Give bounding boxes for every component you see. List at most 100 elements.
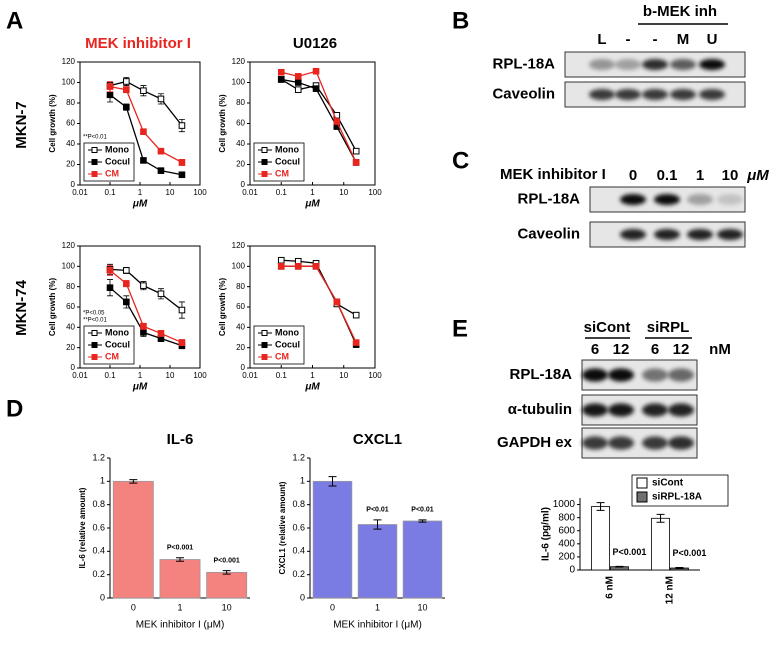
legend-marker [261,147,268,153]
marker [294,79,302,86]
lane-label: 6 [591,341,599,358]
x-tick-label: 1 [310,188,315,197]
row-label: MKN-7 [13,101,30,149]
marker [333,298,341,306]
blot-row-label: RPL-18A [509,366,572,383]
band [687,229,713,240]
y-tick-label: 60 [236,119,245,128]
band [589,89,615,100]
y-tick-label: 100 [232,261,246,270]
y-tick-label: 40 [236,322,245,331]
x-tick-label: 0.1 [104,188,116,197]
chart-title: CXCL1 [353,431,402,448]
y-tick-label: 0 [300,592,305,602]
marker [140,87,147,95]
error-bar [373,519,382,530]
y-tick-label: 400 [558,538,575,549]
y-tick-label: 600 [558,525,575,536]
y-axis-label: Cell growth (%) [218,278,227,337]
marker [106,91,114,99]
bar [159,559,201,599]
lane-label: 0 [629,167,637,184]
band [717,229,743,240]
band [668,368,694,382]
y-tick-label: 120 [232,241,246,250]
error-bar [328,476,337,487]
marker [157,330,165,337]
y-tick-label: 120 [62,57,76,66]
band [670,59,696,70]
bar [402,520,443,599]
x-tick-label: 6 nM [605,576,616,599]
lane-label: U [707,31,718,48]
y-tick-label: 20 [66,343,75,352]
y-tick-label: 1.2 [292,452,305,462]
y-tick-label: 1000 [553,499,576,510]
y-axis-label: IL-6 (pg/ml) [541,507,552,561]
blot-header: b-MEK inh [643,3,717,20]
x-tick-label: 10 [417,602,427,612]
x-axis-label: μM [132,382,148,393]
y-tick-label: 20 [66,160,75,169]
y-tick-label: 100 [62,261,76,270]
legend-label: CM [275,168,289,178]
blot-row-label: α-tubulin [508,401,572,418]
marker [140,282,147,289]
error-bar [615,565,624,568]
y-tick-label: 40 [66,139,75,148]
y-tick-label: 0.8 [92,499,105,509]
legend-label: Mono [275,327,299,337]
marker [312,263,320,270]
legend-label: Cocul [275,156,300,166]
y-tick-label: 0.2 [292,569,305,579]
band [620,194,646,205]
legend-marker [91,159,98,165]
lane-label: 12 [673,341,690,358]
y-axis-label: IL-6 (relative amount) [78,487,87,568]
marker [140,323,147,330]
y-tick-label: 60 [66,302,75,311]
chart-title: IL-6 [167,431,194,448]
x-tick-label: 0 [131,602,136,612]
x-tick-label: 10 [339,188,348,197]
band [642,59,668,70]
marker [178,306,186,314]
panel-label: A [6,7,23,34]
x-axis-label: MEK inhibitor I (μM) [333,620,422,631]
marker [106,267,114,274]
x-axis-label: μM [304,382,320,393]
x-tick-label: 0.01 [72,371,88,380]
legend-marker [261,159,268,165]
legend-marker [261,330,268,336]
band [642,89,668,100]
y-tick-label: 80 [66,98,75,107]
band [642,436,668,450]
blot-unit: μM [746,167,769,184]
band [687,194,713,205]
legend-marker [91,171,98,177]
marker [312,67,320,75]
x-tick-label: 1 [138,371,143,380]
marker [312,85,320,92]
error-bar [675,567,684,570]
lane-label: 10 [722,167,739,184]
band [699,59,725,70]
band [589,59,615,70]
annotation: **P<0.01 [83,318,108,324]
y-tick-label: 60 [236,302,245,311]
marker [123,86,130,93]
marker [123,267,130,274]
error-bar [418,519,427,523]
marker [277,76,285,83]
marker [140,157,147,164]
x-tick-label: 0 [330,602,335,612]
y-tick-label: 0.6 [292,522,305,532]
band [608,403,634,417]
x-axis-label: MEK inhibitor I (μM) [136,620,225,631]
marker [277,68,285,76]
marker [157,290,165,298]
legend-marker [91,342,98,348]
x-tick-label: 1 [310,371,315,380]
x-tick-label: 10 [166,188,175,197]
band [582,403,608,417]
